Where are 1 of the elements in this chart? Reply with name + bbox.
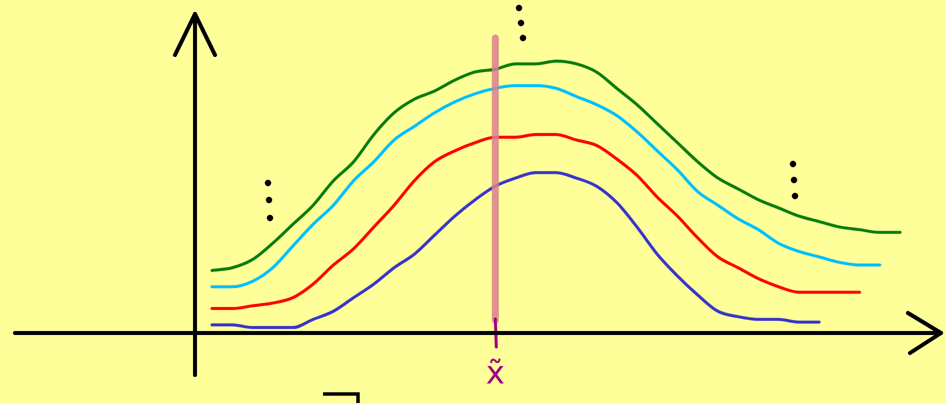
text: x̃ xyxy=(486,353,505,392)
